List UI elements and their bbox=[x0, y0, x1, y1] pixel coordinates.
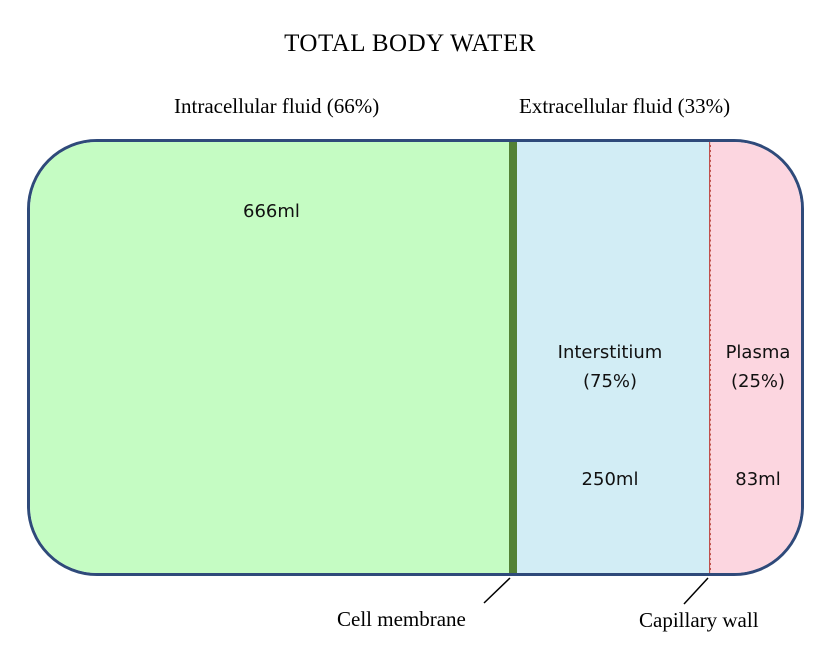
plasma-percent: (25%) bbox=[730, 371, 786, 392]
cell-membrane-line bbox=[509, 142, 517, 573]
interstitium-volume: 250ml bbox=[581, 469, 639, 490]
capillary-wall-leader bbox=[683, 577, 709, 605]
plasma-region bbox=[711, 142, 801, 573]
plasma-name: Plasma bbox=[725, 342, 791, 363]
interstitium-percent: (75%) bbox=[582, 371, 638, 392]
capillary-wall-dash bbox=[710, 142, 711, 573]
total-body-water-container bbox=[27, 139, 804, 576]
diagram-title: TOTAL BODY WATER bbox=[284, 30, 536, 57]
plasma-volume: 83ml bbox=[735, 469, 781, 490]
capillary-wall-label: Capillary wall bbox=[639, 608, 759, 632]
cell-membrane-label: Cell membrane bbox=[337, 607, 466, 631]
interstitium-region bbox=[517, 142, 709, 573]
intracellular-region bbox=[30, 142, 509, 573]
cell-membrane-leader bbox=[483, 577, 511, 604]
intracellular-volume: 666ml bbox=[243, 201, 300, 222]
interstitium-name: Interstitium bbox=[557, 342, 663, 363]
intracellular-fluid-label: Intracellular fluid (66%) bbox=[174, 94, 380, 118]
extracellular-fluid-label: Extracellular fluid (33%) bbox=[519, 94, 731, 118]
